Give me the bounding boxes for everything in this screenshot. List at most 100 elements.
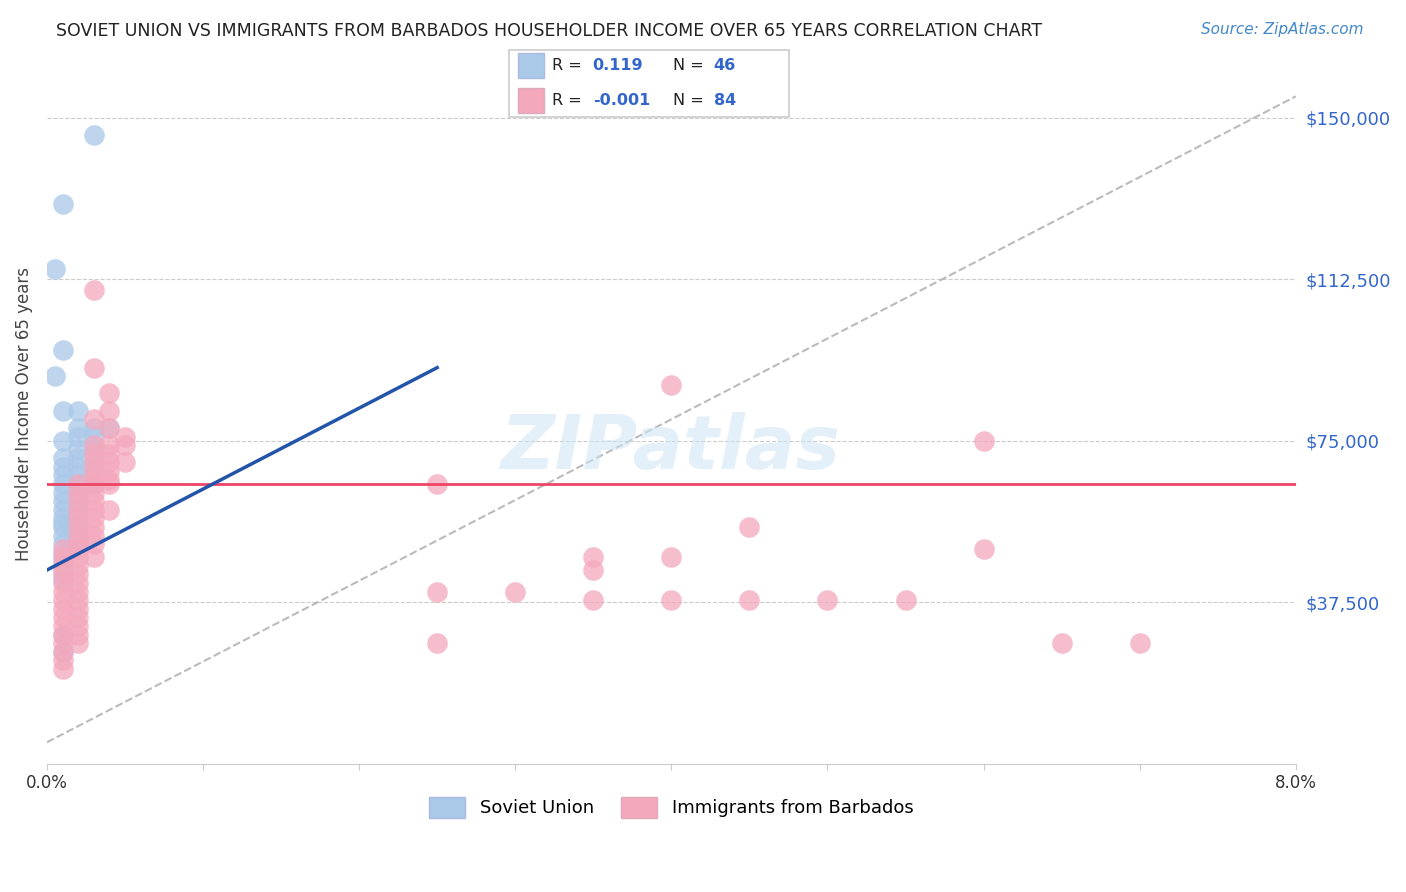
Point [738, 593, 761, 607]
Point [67, 520, 90, 534]
Point [51, 451, 73, 466]
Point [67, 494, 90, 508]
Point [51, 550, 73, 565]
Point [51, 434, 73, 448]
FancyBboxPatch shape [509, 50, 789, 118]
Point [98, 477, 121, 491]
Point [51, 636, 73, 650]
Point [503, 584, 526, 599]
Point [83, 455, 105, 469]
Point [51, 403, 73, 417]
Point [51, 627, 73, 641]
Point [83, 477, 105, 491]
Point [83, 473, 105, 487]
Point [51, 343, 73, 358]
Bar [517, 54, 544, 78]
Text: -0.001: -0.001 [592, 93, 650, 108]
Text: N =: N = [673, 93, 704, 108]
Point [51, 468, 73, 483]
Point [114, 455, 136, 469]
Point [67, 494, 90, 508]
Point [67, 421, 90, 435]
Point [67, 459, 90, 474]
Point [67, 576, 90, 591]
Point [67, 477, 90, 491]
Point [51, 645, 73, 659]
Text: ZIPatlas: ZIPatlas [502, 412, 841, 485]
Point [51, 516, 73, 530]
Point [51, 572, 73, 586]
Text: N =: N = [673, 58, 704, 73]
Point [83, 464, 105, 478]
Point [98, 421, 121, 435]
Y-axis label: Householder Income Over 65 years: Householder Income Over 65 years [15, 267, 32, 561]
Point [98, 502, 121, 516]
Point [51, 563, 73, 577]
Point [67, 442, 90, 457]
Point [51, 459, 73, 474]
Point [83, 429, 105, 443]
Point [98, 386, 121, 401]
Point [51, 528, 73, 542]
Point [83, 360, 105, 375]
Point [51, 653, 73, 667]
Point [973, 541, 995, 556]
Point [67, 584, 90, 599]
Point [67, 451, 90, 466]
Point [98, 438, 121, 452]
Point [67, 602, 90, 616]
Point [83, 537, 105, 551]
Point [51, 567, 73, 582]
Point [67, 567, 90, 582]
Point [67, 502, 90, 516]
Point [67, 403, 90, 417]
Point [67, 429, 90, 443]
Point [67, 485, 90, 500]
Point [51, 502, 73, 516]
Point [44, 261, 66, 276]
Text: Source: ZipAtlas.com: Source: ZipAtlas.com [1201, 22, 1364, 37]
Point [67, 627, 90, 641]
Point [51, 197, 73, 211]
Point [83, 442, 105, 457]
Point [51, 610, 73, 624]
Point [67, 511, 90, 525]
Point [98, 403, 121, 417]
Text: R =: R = [553, 93, 582, 108]
Point [83, 528, 105, 542]
Point [83, 502, 105, 516]
Point [67, 636, 90, 650]
Point [426, 477, 449, 491]
Point [67, 537, 90, 551]
Bar [517, 88, 544, 113]
Legend: Soviet Union, Immigrants from Barbados: Soviet Union, Immigrants from Barbados [422, 789, 921, 825]
Point [426, 636, 449, 650]
Point [83, 438, 105, 452]
Point [67, 528, 90, 542]
Point [51, 485, 73, 500]
Point [67, 558, 90, 573]
Point [67, 537, 90, 551]
Point [67, 502, 90, 516]
Text: 46: 46 [714, 58, 735, 73]
Point [67, 477, 90, 491]
Point [83, 421, 105, 435]
Point [51, 627, 73, 641]
Point [51, 558, 73, 573]
Text: 0.119: 0.119 [592, 58, 644, 73]
Point [98, 447, 121, 461]
Point [98, 455, 121, 469]
Point [83, 550, 105, 565]
Point [51, 546, 73, 560]
Point [659, 593, 682, 607]
Point [582, 550, 605, 565]
Point [582, 563, 605, 577]
Text: 84: 84 [714, 93, 735, 108]
Point [44, 369, 66, 384]
Point [51, 477, 73, 491]
Point [114, 438, 136, 452]
Point [1050, 636, 1073, 650]
Point [51, 520, 73, 534]
Point [83, 520, 105, 534]
Point [98, 464, 121, 478]
